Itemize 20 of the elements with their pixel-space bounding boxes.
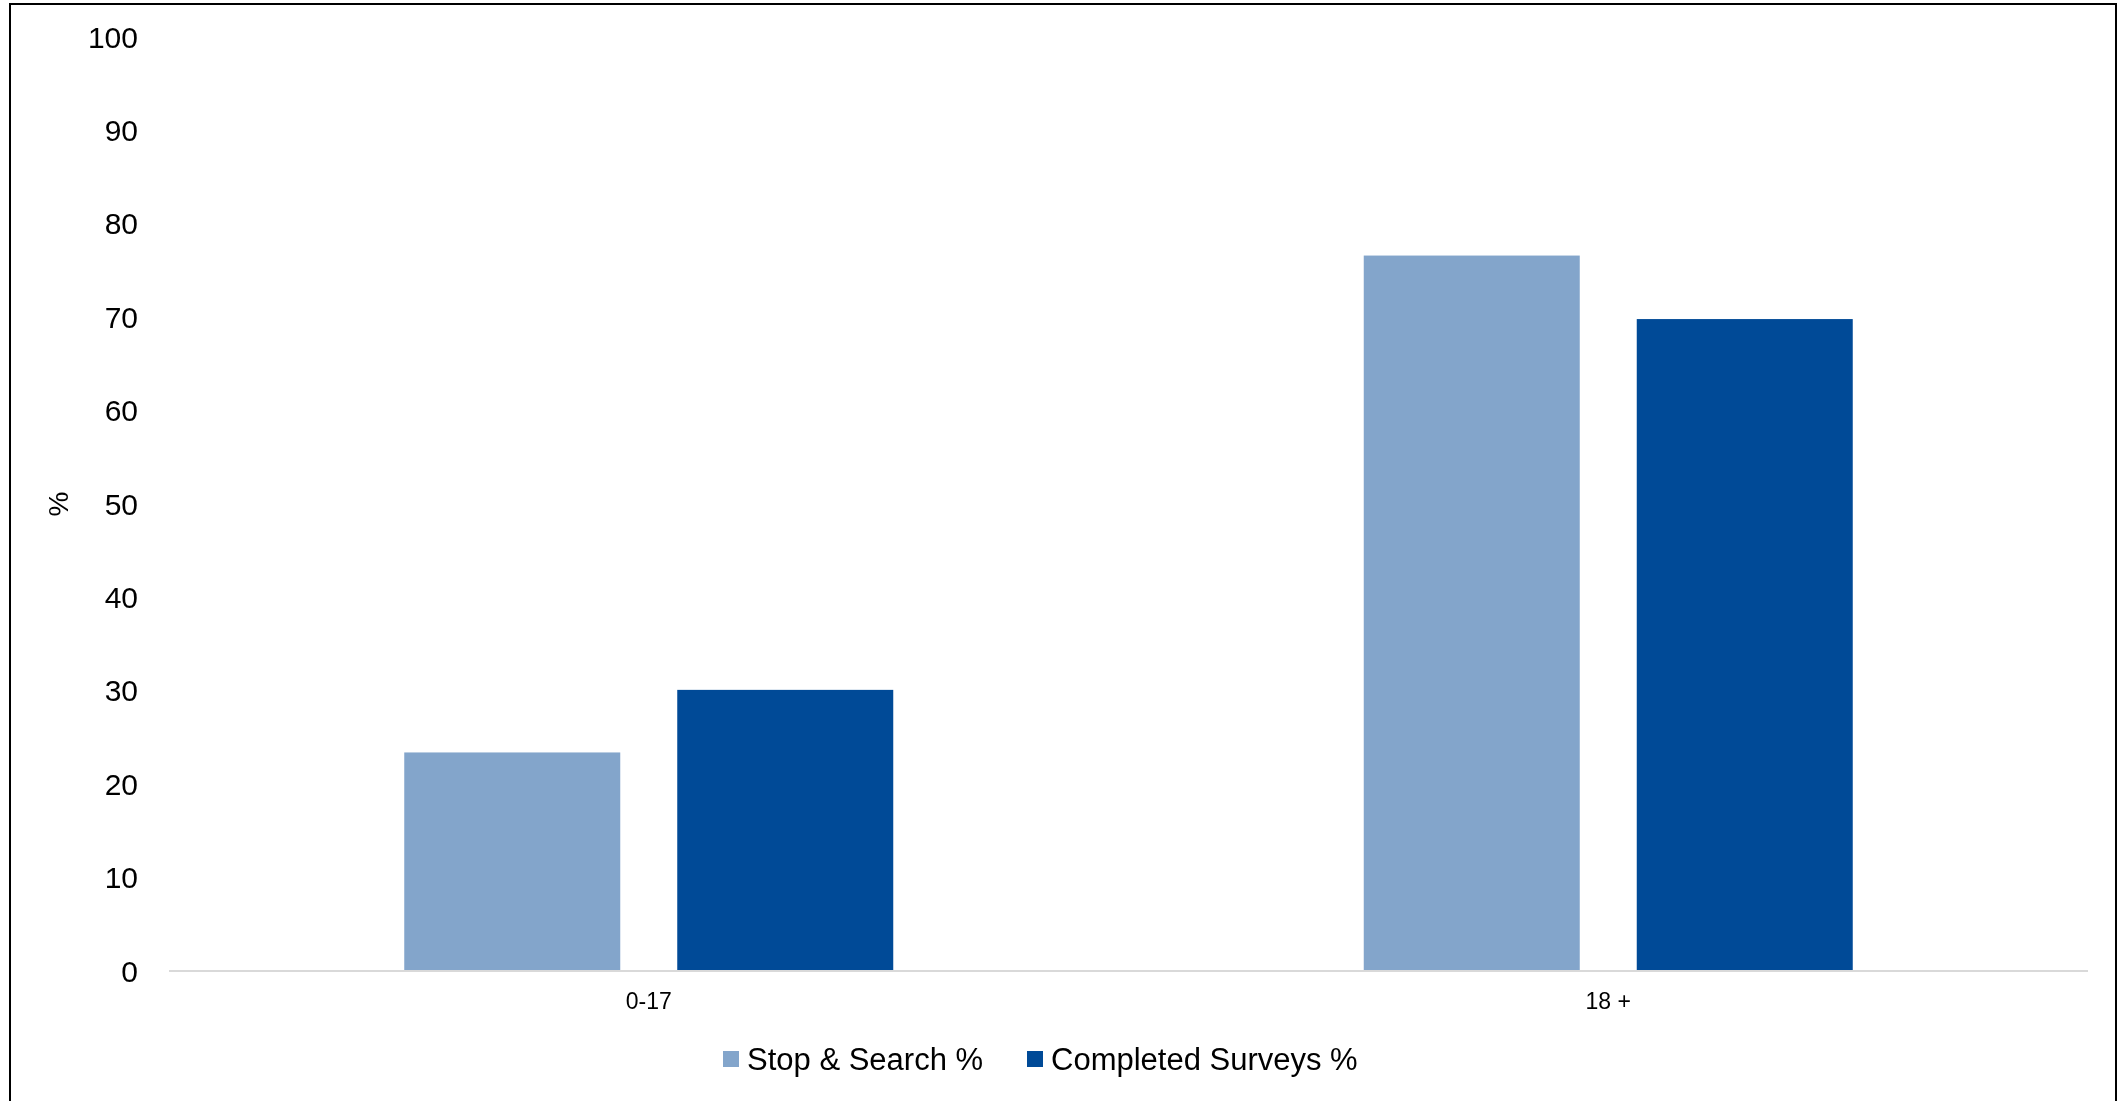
y-tick-label: 90 [104, 113, 138, 147]
y-tick-label: 30 [104, 674, 138, 708]
bar [404, 752, 621, 971]
bar [1636, 319, 1853, 971]
y-tick-label: 10 [104, 861, 138, 895]
legend-label: Completed Surveys % [1051, 1041, 1358, 1077]
x-tick-label: 18 + [1585, 988, 1631, 1014]
y-tick-label: 70 [104, 300, 138, 334]
x-tick-label: 0-17 [625, 988, 672, 1014]
y-tick-label: 40 [104, 580, 138, 614]
y-tick-label: 50 [104, 487, 138, 521]
bar [1363, 255, 1580, 971]
bar [677, 689, 894, 971]
y-tick-label: 60 [104, 394, 138, 428]
legend-label: Stop & Search % [747, 1041, 984, 1077]
y-tick-label: 80 [104, 207, 138, 241]
y-tick-label: 100 [87, 20, 138, 54]
y-tick-label: 20 [104, 767, 138, 801]
y-tick-label: 0 [121, 954, 138, 988]
y-axis-title: % [43, 491, 74, 517]
